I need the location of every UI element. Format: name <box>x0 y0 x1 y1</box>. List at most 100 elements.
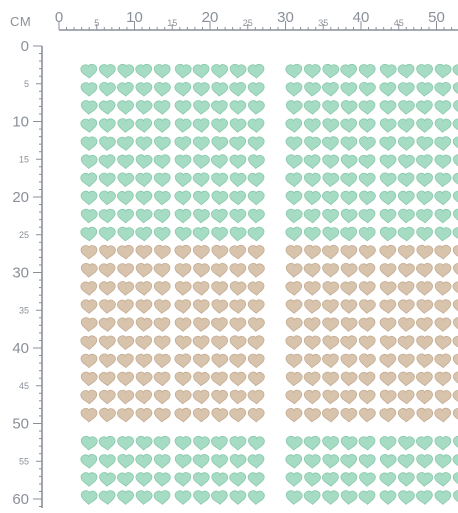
heart-icon <box>416 172 434 188</box>
heart-icon <box>135 335 153 351</box>
heart-icon <box>379 371 397 387</box>
heart-icon <box>379 281 397 296</box>
heart-icon <box>80 454 98 469</box>
top-ruler-minor-label: 5 <box>94 18 99 28</box>
heart-icon <box>211 64 229 79</box>
heart-icon <box>453 371 458 387</box>
heart-icon <box>359 353 376 369</box>
heart-icon <box>98 454 116 469</box>
heart-icon <box>340 407 358 423</box>
heart-icon <box>434 299 452 314</box>
heart-icon <box>452 82 458 94</box>
heart-icon <box>340 389 358 405</box>
heart-icon <box>397 353 415 369</box>
heart-icon <box>80 208 98 224</box>
heart-icon <box>80 226 98 242</box>
heart-icon <box>285 226 303 242</box>
heart-icon <box>303 435 321 451</box>
heart-icon <box>135 263 153 278</box>
heart-icon <box>303 172 321 188</box>
heart-icon <box>117 472 134 487</box>
heart-icon <box>379 389 397 405</box>
heart-icon <box>379 299 397 314</box>
heart-icon <box>135 472 153 487</box>
heart-icon <box>211 353 229 369</box>
heart-icon <box>211 190 229 206</box>
heart-icon <box>117 335 135 351</box>
heart-icon <box>303 281 321 296</box>
heart-icon <box>117 317 134 332</box>
top-ruler: 0 10 20 30 40 50 5 15 25 35 45 <box>55 9 458 31</box>
heart-icon <box>192 118 210 133</box>
heart-icon <box>193 154 210 170</box>
heart-icon <box>285 371 303 387</box>
heart-icon <box>135 172 153 188</box>
heart-icon <box>340 245 358 260</box>
heart-icon <box>340 353 358 369</box>
heart-icon <box>211 100 228 115</box>
top-ruler-minor-label: 25 <box>243 18 253 28</box>
heart-icon <box>211 244 229 260</box>
heart-icon <box>153 64 171 79</box>
heart-icon <box>174 281 192 296</box>
heart-icon <box>80 435 98 451</box>
heart-icon <box>98 335 116 351</box>
heart-icon <box>416 335 434 351</box>
heart-icon <box>303 371 321 387</box>
heart-icon <box>379 490 397 505</box>
heart-icon <box>193 263 210 278</box>
heart-icon <box>153 281 171 296</box>
heart-icon <box>211 136 229 151</box>
heart-icon <box>229 154 247 170</box>
heart-icon <box>303 263 321 278</box>
heart-icon <box>285 172 303 188</box>
heart-icon <box>358 371 376 387</box>
heart-icon <box>135 226 153 242</box>
heart-icon <box>340 154 358 170</box>
heart-icon <box>322 454 340 469</box>
heart-icon <box>174 100 192 115</box>
heart-icon <box>285 389 303 405</box>
heart-icon <box>340 190 358 206</box>
heart-icon <box>322 263 340 278</box>
heart-icon <box>174 335 192 351</box>
heart-icon <box>192 82 210 97</box>
heart-icon <box>153 371 171 387</box>
heart-icon <box>247 299 265 314</box>
heart-icon <box>99 244 116 260</box>
heart-icon <box>248 154 265 170</box>
heart-icon <box>154 136 171 151</box>
heart-icon <box>416 263 433 278</box>
heart-icon <box>80 371 98 387</box>
heart-icon <box>192 245 210 260</box>
heart-icon <box>397 136 415 151</box>
heart-icon <box>248 208 265 224</box>
heart-icon <box>174 454 192 469</box>
heart-icon <box>135 82 153 97</box>
heart-icon <box>153 335 171 351</box>
heart-icon <box>153 208 171 224</box>
heart-icon <box>193 208 210 224</box>
heart-icon <box>135 63 153 79</box>
heart-icon <box>174 263 192 278</box>
heart-icon <box>248 435 265 451</box>
heart-icon <box>379 454 397 469</box>
heart-icon <box>153 317 171 332</box>
heart-icon <box>229 82 247 97</box>
heart-icon <box>379 317 397 332</box>
heart-icon <box>340 317 358 332</box>
heart-icon <box>117 100 134 115</box>
left-ruler-major-label: 10 <box>12 114 29 131</box>
heart-icon <box>153 226 171 242</box>
heart-icon <box>285 281 303 296</box>
heart-icon <box>174 436 192 451</box>
heart-icon <box>379 136 397 151</box>
top-ruler-major-label: 10 <box>126 9 143 26</box>
heart-icon <box>174 226 192 242</box>
heart-icon <box>98 154 116 170</box>
heart-icon <box>211 299 229 314</box>
heart-icon <box>135 190 153 206</box>
heart-icon <box>211 335 229 351</box>
